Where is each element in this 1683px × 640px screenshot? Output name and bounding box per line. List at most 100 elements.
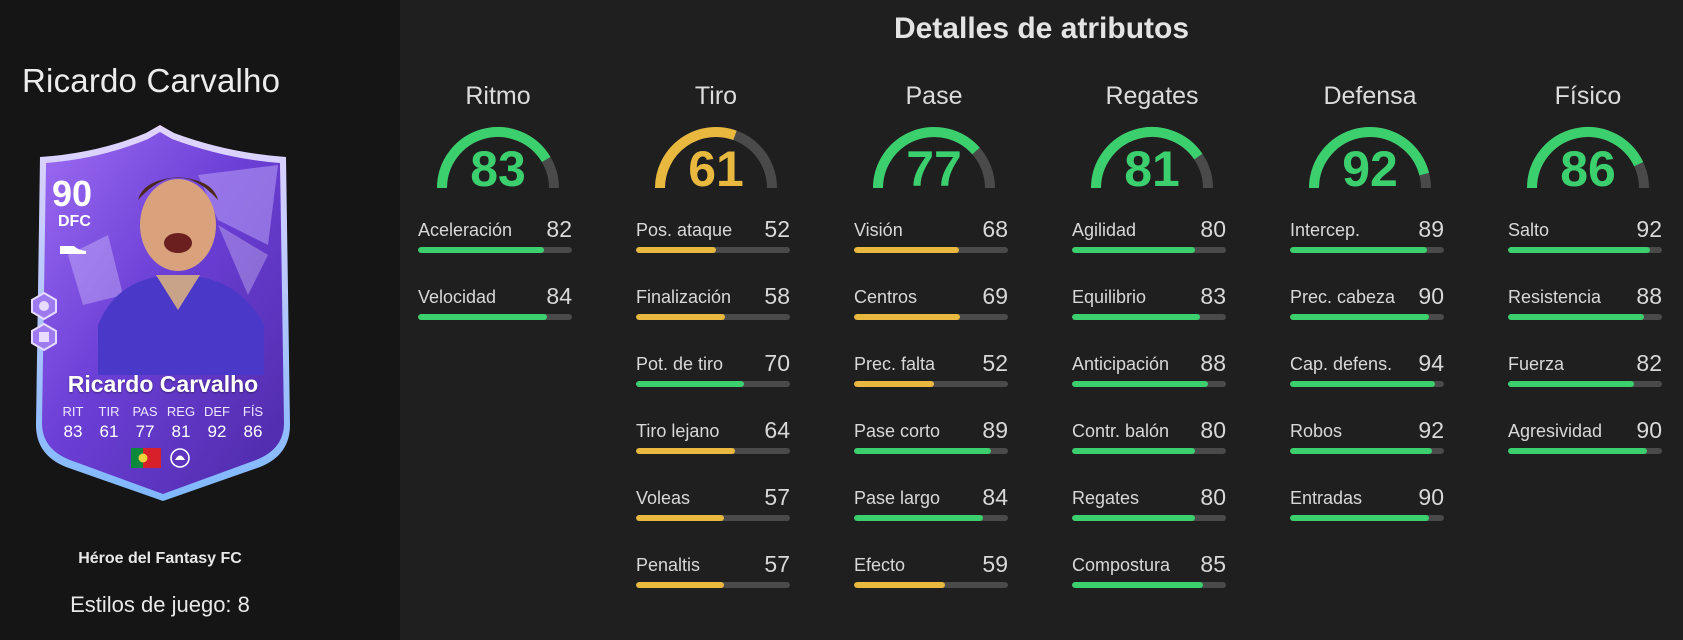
category-value: 83 [470, 141, 526, 197]
player-name: Ricardo Carvalho [22, 62, 281, 99]
attribute-bar-fill [854, 247, 959, 253]
category-title: Ritmo [465, 82, 531, 110]
category-gauge: 83 [418, 120, 578, 210]
attribute-name: Aceleración [418, 220, 513, 240]
attribute-bar [1072, 247, 1226, 253]
attribute-bar [1072, 582, 1226, 588]
card-stat-label: DEF [204, 404, 230, 419]
attribute-row: Salto 92 [1508, 216, 1668, 287]
card-stat-value: 77 [135, 422, 155, 441]
attribute-bar-fill [1072, 247, 1196, 253]
attribute-value: 80 [1200, 484, 1226, 510]
attribute-row: Agresividad 90 [1508, 417, 1668, 488]
attribute-name: Centros [854, 287, 918, 307]
attribute-bar [854, 314, 1008, 320]
attribute-bar [854, 448, 1008, 454]
attribute-bar [1290, 381, 1444, 387]
card-stat-value: 86 [243, 422, 263, 441]
attribute-bar [1290, 247, 1444, 253]
card-stat-label: TIR [98, 404, 120, 419]
card-stat-value: 83 [63, 422, 83, 441]
attribute-bar-fill [1290, 515, 1429, 521]
attribute-name: Pase corto [854, 421, 941, 441]
card-stat: RIT 83 [58, 404, 88, 442]
attribute-bar-fill [636, 314, 726, 320]
attribute-bar-fill [418, 314, 548, 320]
attribute-value: 82 [1636, 350, 1662, 376]
category-title: Pase [905, 82, 963, 110]
attribute-value: 89 [982, 417, 1008, 443]
attribute-value: 88 [1200, 350, 1226, 376]
attribute-name: Agresividad [1508, 421, 1603, 441]
category-gauge: 86 [1508, 120, 1668, 210]
card-stat: TIR 61 [94, 404, 124, 442]
category-gauge: 92 [1290, 120, 1450, 210]
attribute-value: 57 [764, 484, 790, 510]
attribute-value: 80 [1200, 216, 1226, 242]
attribute-name: Finalización [636, 287, 732, 307]
category-value: 61 [688, 141, 744, 197]
attribute-name: Penaltis [636, 555, 701, 575]
attribute-bar [1508, 381, 1662, 387]
attribute-value: 80 [1200, 417, 1226, 443]
attributes-title: Detalles de atributos [893, 12, 1190, 45]
gauge-fill [1309, 127, 1430, 189]
attribute-name: Resistencia [1508, 287, 1602, 307]
attribute-row: Entradas 90 [1290, 484, 1450, 555]
attribute-bar [1290, 515, 1444, 521]
attribute-value: 68 [982, 216, 1008, 242]
attribute-bar [854, 381, 1008, 387]
attribute-name: Voleas [636, 488, 691, 508]
attribute-list: Agilidad 80 Equilibrio 83 Anticipación 88 Cont… [1072, 216, 1232, 622]
attribute-bar-fill [854, 582, 945, 588]
attribute-row: Tiro lejano 64 [636, 417, 796, 488]
attribute-name: Entradas [1290, 488, 1363, 508]
attribute-row: Voleas 57 [636, 484, 796, 555]
attribute-row: Robos 92 [1290, 417, 1450, 488]
portugal-flag-icon [131, 448, 161, 468]
attribute-name: Fuerza [1508, 354, 1565, 374]
attribute-bar [636, 247, 790, 253]
card-stat-value: 81 [171, 422, 191, 441]
attribute-bar-fill [636, 247, 717, 253]
attribute-name: Contr. balón [1072, 421, 1170, 441]
attribute-bar-fill [854, 314, 961, 320]
attribute-row: Pase largo 84 [854, 484, 1014, 555]
category-value: 86 [1560, 141, 1616, 197]
attribute-value: 52 [982, 350, 1008, 376]
card-flags [131, 447, 191, 469]
attribute-row: Centros 69 [854, 283, 1014, 354]
attribute-row: Efecto 59 [854, 551, 1014, 622]
playstyle-plus-icon [31, 323, 57, 351]
attribute-bar [854, 247, 1008, 253]
attribute-category: Defensa 92 Intercep. 89 Prec. cabeza 90 Cap. d… [1290, 82, 1450, 555]
attribute-category: Tiro 61 Pos. ataque 52 Finalización 58 Pot. de… [636, 82, 796, 622]
attribute-list: Pos. ataque 52 Finalización 58 Pot. de tiro 7… [636, 216, 796, 622]
playstyle-plus-icon [31, 292, 57, 320]
attribute-bar-fill [854, 515, 984, 521]
attribute-value: 57 [764, 551, 790, 577]
attribute-category: Físico 86 Salto 92 Resistencia 88 Fuerza 82 Agre… [1508, 82, 1668, 488]
attribute-value: 82 [546, 216, 572, 242]
attribute-row: Visión 68 [854, 216, 1014, 287]
attribute-name: Equilibrio [1072, 287, 1147, 307]
attribute-value: 58 [764, 283, 790, 309]
attribute-row: Regates 80 [1072, 484, 1232, 555]
playstyles-count[interactable]: Estilos de juego: 8 [70, 592, 250, 617]
card-type-label: Héroe del Fantasy FC [78, 550, 242, 567]
attribute-value: 88 [1636, 283, 1662, 309]
attribute-name: Velocidad [418, 287, 497, 307]
attribute-row: Pot. de tiro 70 [636, 350, 796, 421]
attribute-name: Pase largo [854, 488, 941, 508]
attribute-bar [1508, 314, 1662, 320]
attribute-name: Prec. falta [854, 354, 936, 374]
player-panel: Ricardo Carvalho [0, 0, 400, 640]
player-card[interactable]: 90 DFC Ricardo Carvalho RIT 83 TIR 61 PAS 7… [28, 125, 298, 505]
attribute-bar [1072, 448, 1226, 454]
category-title: Regates [1105, 82, 1199, 110]
attribute-value: 90 [1418, 484, 1444, 510]
card-player-name: Ricardo Carvalho [67, 371, 259, 397]
category-gauge: 61 [636, 120, 796, 210]
gauge-fill [655, 127, 737, 189]
attribute-bar-fill [854, 448, 992, 454]
